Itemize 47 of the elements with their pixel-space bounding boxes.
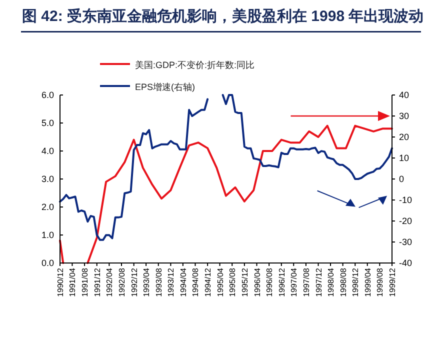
x-tick-label: 1992/12 xyxy=(130,267,139,297)
x-tick-label: 1994/04 xyxy=(178,267,188,297)
x-tick-label: 1993/04 xyxy=(142,267,152,297)
x-tick-label: 1997/12 xyxy=(314,267,324,297)
y2-tick-label: -20 xyxy=(399,216,412,226)
legend-label: EPS增速(右轴) xyxy=(135,82,196,92)
y2-tick-label: 40 xyxy=(399,90,410,100)
y2-tick-label: -30 xyxy=(399,237,412,247)
x-tick-label: 1997/08 xyxy=(302,267,311,297)
x-tick-label: 1991/08 xyxy=(80,267,90,297)
x-tick-label: 1993/08 xyxy=(154,267,164,297)
y2-tick-label: 30 xyxy=(399,111,410,121)
y2-tick-label: 0 xyxy=(399,174,404,184)
x-tick-label: 1993/12 xyxy=(166,267,176,297)
x-tick-label: 1996/12 xyxy=(277,267,286,297)
x-tick-label: 1999/12 xyxy=(388,267,397,297)
x-tick-label: 1994/12 xyxy=(204,267,213,297)
x-tick-label: 1990/12 xyxy=(56,267,65,297)
x-tick-label: 1995/04 xyxy=(216,267,225,297)
x-tick-label: 1995/12 xyxy=(240,267,250,297)
y-tick-label: 4.0 xyxy=(41,146,54,156)
y-tick-label: 6.0 xyxy=(41,90,54,100)
x-tick-label: 1995/08 xyxy=(228,267,238,297)
x-tick-label: 1996/04 xyxy=(252,267,262,297)
y-tick-label: 5.0 xyxy=(41,118,54,128)
x-tick-label: 1998/08 xyxy=(338,267,348,297)
x-tick-label: 1992/04 xyxy=(105,267,114,297)
x-tick-label: 1997/04 xyxy=(290,267,299,297)
y-tick-label: 1.0 xyxy=(41,230,54,240)
chart-title: 图 42: 受东南亚金融危机影响，美股盈利在 1998 年出现波动 xyxy=(22,7,424,25)
y2-tick-label: -10 xyxy=(399,195,412,205)
y-tick-label: 3.0 xyxy=(41,174,54,184)
x-tick-label: 1998/04 xyxy=(326,267,336,297)
y-tick-label: 2.0 xyxy=(41,202,54,212)
x-tick-label: 1991/04 xyxy=(68,267,78,297)
x-tick-label: 1992/08 xyxy=(118,267,127,297)
x-tick-label: 1994/08 xyxy=(191,267,200,297)
y2-tick-label: 10 xyxy=(399,153,410,163)
y2-tick-label: -40 xyxy=(399,258,412,268)
x-tick-label: 1999/08 xyxy=(376,267,385,297)
y2-tick-label: 20 xyxy=(399,132,410,142)
x-tick-label: 1991/12 xyxy=(92,267,102,297)
x-tick-label: 1996/08 xyxy=(265,267,274,297)
legend-label: 美国:GDP:不变价:折年数:同比 xyxy=(135,60,255,70)
x-tick-label: 1998/12 xyxy=(351,267,360,297)
y-tick-label: 0.0 xyxy=(41,258,54,268)
x-tick-label: 1999/04 xyxy=(363,267,372,297)
